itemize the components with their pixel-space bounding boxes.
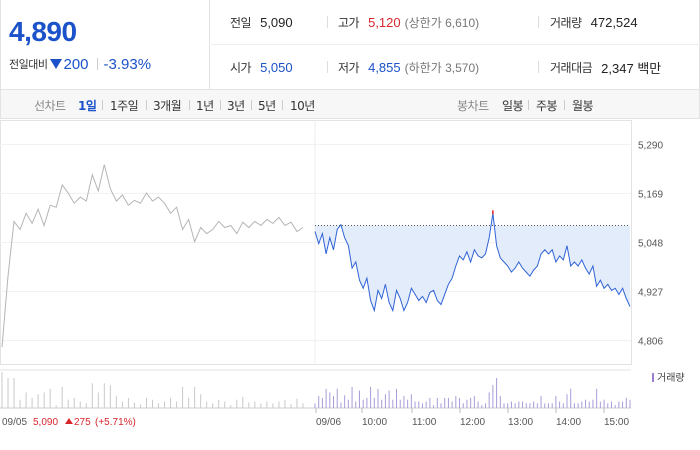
today-price-line: [314, 213, 631, 313]
low-label: 저가: [338, 60, 360, 75]
chart-tab-bar: 선차트 1일 1주일 3개월 1년 3년 5년 10년 봉차트 일봉 주봉 월봉: [0, 90, 700, 119]
prev-note-percent: (+5.71%): [95, 417, 136, 428]
divider: [146, 100, 147, 110]
x-tick-label: 09/06: [316, 417, 341, 428]
change-value: 200: [63, 55, 89, 73]
y-axis-labels: 5,290 5,169 5,048 4,927 4,806: [638, 140, 663, 347]
divider: [282, 100, 283, 110]
tab-1-day[interactable]: 1일: [78, 99, 97, 113]
prev-close-cell: 전일 5,090: [230, 0, 293, 44]
tab-3-year[interactable]: 3년: [227, 99, 245, 113]
amount-label: 거래대금: [550, 60, 593, 75]
down-arrow-icon: [50, 59, 63, 69]
price-summary: 4,890 전일대비 200 -3.93% 전일 5,090 고가 5,120 …: [0, 0, 700, 90]
open-cell: 시가 5,050: [230, 45, 293, 89]
volume-label: 거래량: [550, 15, 582, 30]
tab-monthly-candle[interactable]: 월봉: [572, 99, 594, 113]
tab-10-year[interactable]: 10년: [290, 99, 315, 113]
quote-grid: 전일 5,090 고가 5,120 (상한가 6,610) 거래량 472,52…: [211, 0, 700, 89]
open-label: 시가: [230, 60, 252, 75]
x-tick-label: 15:00: [604, 417, 629, 428]
volume-legend-swatch: [652, 373, 654, 382]
volume-legend-label: 거래량: [657, 372, 685, 384]
y-tick-label: 4,806: [638, 337, 663, 348]
line-chart-label: 선차트: [34, 99, 66, 113]
divider: [189, 100, 190, 110]
volume-bars: [0, 369, 631, 409]
current-price-box: 4,890 전일대비 200 -3.93%: [1, 0, 210, 89]
divider: [251, 100, 252, 110]
x-tick-label: 14:00: [556, 417, 581, 428]
divider: [96, 58, 98, 70]
lower-limit: (하한가 3,570): [404, 60, 480, 75]
amount-cell: 거래대금 2,347 백만: [550, 45, 661, 89]
prev-note-date: 09/05: [2, 417, 27, 428]
volume-value: 472,524: [590, 14, 638, 30]
volume-cell: 거래량 472,524: [550, 0, 638, 44]
divider: [538, 16, 539, 28]
divider: [102, 100, 103, 110]
divider: [220, 100, 221, 110]
prev-note-close: 5,090: [33, 417, 58, 428]
candle-chart-label: 봉차트: [457, 99, 489, 113]
volume-legend: 거래량: [652, 372, 685, 384]
tab-daily-candle[interactable]: 일봉: [502, 99, 524, 113]
tab-weekly-candle[interactable]: 주봉: [536, 99, 558, 113]
tab-5-year[interactable]: 5년: [258, 99, 276, 113]
x-axis-labels: 09/06 10:00 11:00 12:00 13:00 14:00 15:00: [315, 408, 629, 428]
tab-3-month[interactable]: 3개월: [153, 99, 182, 113]
y-tick-label: 5,048: [638, 239, 663, 250]
current-price: 4,890: [9, 16, 77, 47]
low-cell: 저가 4,855 (하한가 3,570): [338, 45, 479, 89]
change-label: 전일대비: [9, 58, 48, 71]
high-label: 고가: [338, 15, 360, 30]
price-fill-area: [315, 213, 630, 311]
x-tick-label: 10:00: [362, 417, 387, 428]
amount-value: 2,347 백만: [601, 60, 662, 76]
upper-limit: (상한가 6,610): [404, 15, 480, 30]
prev-day-price-line: [1, 164, 304, 348]
divider: [327, 61, 328, 73]
x-tick-label: 11:00: [412, 417, 437, 428]
low-value: 4,855: [368, 59, 401, 75]
divider: [564, 100, 565, 110]
x-tick-label: 13:00: [508, 417, 533, 428]
prev-close-label: 전일: [230, 15, 252, 30]
tab-1-week[interactable]: 1주일: [110, 99, 139, 113]
change-percent: -3.93%: [103, 55, 152, 73]
divider: [211, 44, 700, 45]
prev-day-note: 09/05 5,090 275 (+5.71%): [2, 417, 136, 428]
x-tick-label: 12:00: [460, 417, 485, 428]
open-value: 5,050: [260, 59, 293, 75]
high-value: 5,120: [368, 14, 401, 30]
change-row: 전일대비 200 -3.93%: [9, 55, 209, 73]
divider: [528, 100, 529, 110]
prev-close-value: 5,090: [260, 14, 293, 30]
intraday-price-chart[interactable]: 5,290 5,169 5,048 4,927 4,806 09/06 10:00 11:0…: [0, 120, 700, 450]
divider: [538, 61, 539, 73]
prev-note-change: 275: [74, 417, 91, 428]
high-cell: 고가 5,120 (상한가 6,610): [338, 0, 479, 44]
y-tick-label: 4,927: [638, 288, 663, 299]
up-arrow-icon: [65, 418, 73, 424]
y-tick-label: 5,169: [638, 189, 663, 200]
divider: [327, 16, 328, 28]
y-tick-label: 5,290: [638, 140, 663, 151]
tab-1-year[interactable]: 1년: [196, 99, 214, 113]
